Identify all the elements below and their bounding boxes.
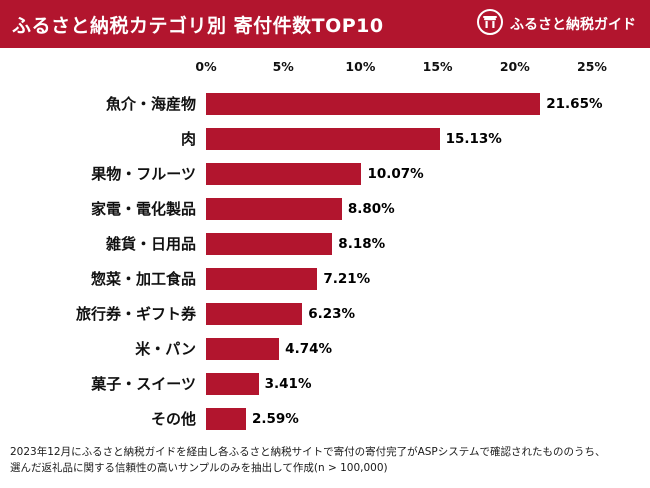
bar-track: 6.23% xyxy=(206,296,592,331)
chart-row: 肉 15.13% xyxy=(10,121,592,156)
chart-row: 果物・フルーツ 10.07% xyxy=(10,156,592,191)
bar-track: 21.65% xyxy=(206,86,603,121)
x-axis-tick: 0% xyxy=(195,59,217,74)
value-label: 4.74% xyxy=(285,340,333,357)
furusato-guide-logo-icon xyxy=(477,9,503,39)
bar xyxy=(206,197,342,220)
bar xyxy=(206,232,333,255)
x-axis-tick: 20% xyxy=(499,59,530,74)
bar-track: 8.80% xyxy=(206,191,592,226)
source-note-line1: 2023年12月にふるさと納税ガイドを経由し各ふるさと納税サイトで寄付の寄付完了… xyxy=(10,446,606,458)
category-label: 旅行券・ギフト券 xyxy=(75,305,196,323)
bar xyxy=(206,162,362,185)
x-axis: 0% 5% 10% 15% 20% 25% xyxy=(10,58,607,80)
source-note-line2: 選んだ返礼品に関する信頼性の高いサンプルのみを抽出して作成(n > 100,00… xyxy=(10,462,388,475)
bar-track: 10.07% xyxy=(206,156,592,191)
chart-row: その他 2.59% xyxy=(10,401,592,436)
category-label: 菓子・スイーツ xyxy=(91,375,196,393)
chart-row: 惣菜・加工食品 7.21% xyxy=(10,261,592,296)
bar xyxy=(206,337,280,360)
bar xyxy=(206,92,541,115)
category-label: 魚介・海産物 xyxy=(105,95,196,113)
header-bar: ふるさと納税カテゴリ別 寄付件数TOP10 ふるさと納税ガイド xyxy=(0,0,650,48)
axis-spacer xyxy=(10,58,206,80)
bar-chart: 0% 5% 10% 15% 20% 25% 魚介・海産物 21.65% 肉 15.13% 果物・フ… xyxy=(0,48,650,436)
value-label: 3.41% xyxy=(264,375,312,392)
chart-rows: 魚介・海産物 21.65% 肉 15.13% 果物・フルーツ 10.07% 家電・電化製品 8… xyxy=(10,86,603,436)
value-label: 6.23% xyxy=(308,305,356,322)
bar xyxy=(206,127,440,150)
source-note: 2023年12月にふるさと納税ガイドを経由し各ふるさと納税サイトで寄付の寄付完了… xyxy=(0,436,650,477)
value-label: 2.59% xyxy=(251,410,299,427)
x-axis-tick: 15% xyxy=(422,59,453,74)
chart-row: 魚介・海産物 21.65% xyxy=(10,86,603,121)
logo-text: ふるさと納税ガイド xyxy=(510,17,636,33)
chart-row: 米・パン 4.74% xyxy=(10,331,592,366)
category-label: 家電・電化製品 xyxy=(90,200,196,218)
furusato-guide-logo: ふるさと納税ガイド xyxy=(477,9,636,39)
value-label: 8.18% xyxy=(338,235,386,252)
value-label: 21.65% xyxy=(546,95,603,112)
category-label: その他 xyxy=(150,410,196,428)
bar xyxy=(206,267,318,290)
bar xyxy=(206,302,303,325)
bar-track: 4.74% xyxy=(206,331,592,366)
x-axis-tick: 25% xyxy=(577,59,607,74)
chart-row: 菓子・スイーツ 3.41% xyxy=(10,366,592,401)
x-axis-tick: 5% xyxy=(272,59,294,74)
value-label: 8.80% xyxy=(347,200,395,217)
chart-row: 家電・電化製品 8.80% xyxy=(10,191,592,226)
chart-row: 旅行券・ギフト券 6.23% xyxy=(10,296,592,331)
value-label: 15.13% xyxy=(445,130,502,147)
category-label: 果物・フルーツ xyxy=(91,165,196,183)
value-label: 7.21% xyxy=(323,270,371,287)
bar-track: 2.59% xyxy=(206,401,592,436)
bar-track: 15.13% xyxy=(206,121,592,156)
chart-row: 雑貨・日用品 8.18% xyxy=(10,226,592,261)
bar-track: 8.18% xyxy=(206,226,592,261)
category-label: 米・パン xyxy=(135,340,196,358)
category-label: 惣菜・加工食品 xyxy=(90,270,196,288)
bar xyxy=(206,372,259,395)
category-label: 雑貨・日用品 xyxy=(105,235,196,253)
bar-track: 7.21% xyxy=(206,261,592,296)
x-axis-tick: 10% xyxy=(345,59,376,74)
bar xyxy=(206,407,246,430)
page-title: ふるさと納税カテゴリ別 寄付件数TOP10 xyxy=(12,14,384,37)
bar-track: 3.41% xyxy=(206,366,592,401)
category-label: 肉 xyxy=(180,130,196,148)
value-label: 10.07% xyxy=(367,165,424,182)
x-axis-ticks: 0% 5% 10% 15% 20% 25% xyxy=(195,58,607,80)
